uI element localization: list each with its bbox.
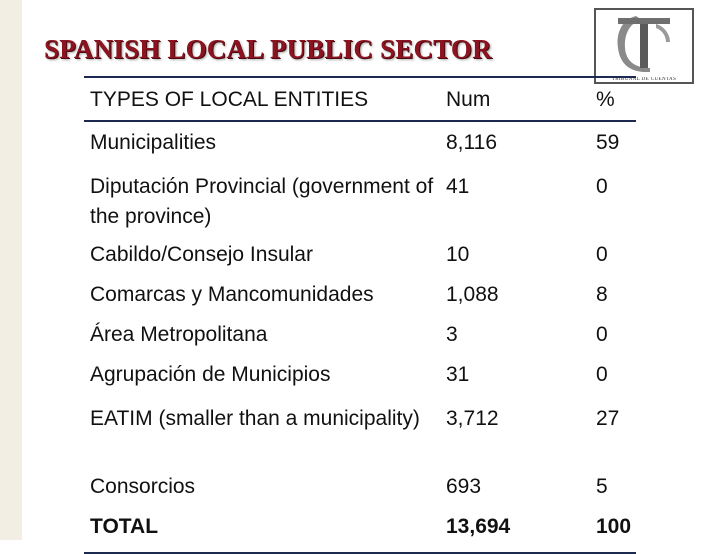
cell-percent: 0: [596, 363, 608, 386]
cell-type: Diputación Provincial (government of the…: [90, 175, 434, 228]
cell-num: 8,116: [446, 131, 497, 154]
table-row: Diputación Provincial (government of the…: [84, 168, 636, 240]
cell-type: Municipalities: [90, 131, 217, 154]
cell-num: 10: [446, 243, 470, 266]
table-row: EATIM (smaller than a municipality) 3,71…: [84, 400, 636, 472]
cell-num: 3: [446, 323, 458, 346]
cell-percent: 0: [596, 243, 608, 266]
header-percent: %: [596, 88, 615, 111]
table-row: Área Metropolitana 3 0: [84, 320, 636, 360]
table-total-row: TOTAL 13,694 100: [84, 512, 636, 554]
table-row: Cabildo/Consejo Insular 10 0: [84, 240, 636, 280]
tribunal-de-cuentas-logo: TRIBUNAL DE CUENTAS: [594, 8, 694, 84]
cell-percent: 0: [596, 175, 608, 198]
cell-percent: 8: [596, 283, 608, 306]
total-num: 13,694: [440, 512, 590, 554]
table-row: Agrupación de Municipios 31 0: [84, 360, 636, 400]
left-decorative-stripe: [0, 0, 22, 540]
table-row: Comarcas y Mancomunidades 1,088 8: [84, 280, 636, 320]
header-types: TYPES OF LOCAL ENTITIES: [90, 88, 369, 111]
table-row: Consorcios 693 5: [84, 472, 636, 512]
total-percent: 100: [590, 512, 636, 554]
local-entities-table: TYPES OF LOCAL ENTITIES Num % Municipali…: [84, 76, 636, 554]
total-label: TOTAL: [84, 512, 440, 554]
header-num: Num: [446, 88, 491, 111]
table-row: Municipalities 8,116 59: [84, 121, 636, 168]
cell-percent: 27: [596, 407, 620, 430]
cell-type: Agrupación de Municipios: [90, 363, 331, 386]
cell-num: 41: [446, 175, 470, 198]
page-title: SPANISH LOCAL PUBLIC SECTOR: [44, 34, 492, 64]
cell-percent: 0: [596, 323, 608, 346]
logo-caption: TRIBUNAL DE CUENTAS: [611, 77, 677, 82]
cell-type: Comarcas y Mancomunidades: [90, 283, 374, 306]
cell-type: Cabildo/Consejo Insular: [90, 243, 313, 266]
cell-num: 31: [446, 363, 470, 386]
cell-num: 3,712: [446, 407, 499, 430]
cell-num: 1,088: [446, 283, 499, 306]
cell-type: EATIM (smaller than a municipality): [90, 407, 420, 430]
cell-type: Consorcios: [90, 475, 196, 498]
cell-type: Área Metropolitana: [90, 323, 268, 346]
tc-monogram-icon: [617, 16, 670, 72]
table-header-row: TYPES OF LOCAL ENTITIES Num %: [84, 77, 636, 121]
cell-percent: 5: [596, 475, 608, 498]
cell-num: 693: [446, 475, 482, 498]
cell-percent: 59: [596, 131, 620, 154]
